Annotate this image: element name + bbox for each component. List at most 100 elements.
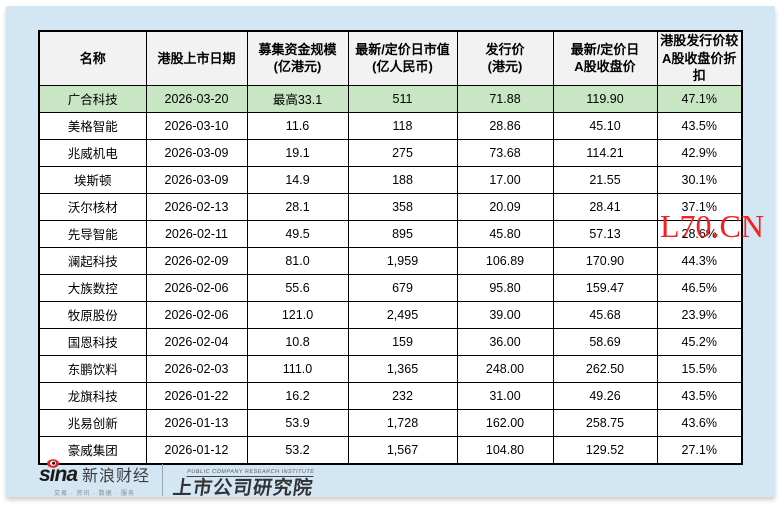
table-cell: 43.6% — [656, 408, 743, 437]
table-cell: 47.1% — [656, 84, 743, 113]
table-cell: 1,728 — [347, 408, 458, 437]
table-cell: 2026-01-13 — [145, 408, 248, 437]
table-cell: 1,567 — [347, 435, 458, 465]
header-cell: 发行价 (港元) — [456, 30, 554, 86]
header-cell: 港股发行价较 A股收盘价折扣 — [656, 30, 743, 86]
table-cell: 81.0 — [246, 246, 349, 275]
table-row: 沃尔核材 2026-02-13 28.1 358 20.09 28.41 37.1% — [38, 192, 743, 221]
table-cell: 28.41 — [552, 192, 658, 221]
table-cell: 258.75 — [552, 408, 658, 437]
header-cell: 募集资金规模 (亿港元) — [246, 30, 349, 86]
table-cell: 42.9% — [656, 138, 743, 167]
header-cell: 名称 — [38, 30, 147, 86]
sina-wordmark: sina — [39, 458, 78, 485]
table-cell: 兆易创新 — [38, 408, 147, 437]
table-cell: 45.68 — [552, 300, 658, 329]
table-cell: 美格智能 — [38, 111, 147, 140]
table-cell: 53.9 — [246, 408, 349, 437]
table-cell: 159.47 — [552, 273, 658, 302]
table-cell: 2026-03-09 — [145, 165, 248, 194]
table-row: 东鹏饮料 2026-02-03 111.0 1,365 248.00 262.50 15.5… — [38, 354, 743, 383]
table-cell: 49.26 — [552, 381, 658, 410]
table-cell: 2026-02-11 — [145, 219, 248, 248]
table-cell: 275 — [347, 138, 458, 167]
table-cell: 14.9 — [246, 165, 349, 194]
table-cell: 2026-03-10 — [145, 111, 248, 140]
header-row: 名称 港股上市日期 募集资金规模 (亿港元) 最新/定价日市值 (亿人民币) 发行价 (港元)… — [38, 30, 743, 86]
table-row: 广合科技 2026-03-20 最高33.1 511 71.88 119.90 47.1% — [38, 84, 743, 113]
table-cell: 10.8 — [246, 327, 349, 356]
table-cell: 11.6 — [246, 111, 349, 140]
table-cell: 111.0 — [246, 354, 349, 383]
table-cell: 129.52 — [552, 435, 658, 465]
table-cell: 119.90 — [552, 84, 658, 113]
table-cell: 358 — [347, 192, 458, 221]
table-cell: 37.1% — [656, 192, 743, 221]
table-row: 兆威机电 2026-03-09 19.1 275 73.68 114.21 42.9% — [38, 138, 743, 167]
table-cell: 31.00 — [456, 381, 554, 410]
table-cell: 27.1% — [656, 435, 743, 465]
table-cell: 17.00 — [456, 165, 554, 194]
institute-name: 上市公司研究院 — [171, 478, 315, 500]
table-cell: 16.2 — [246, 381, 349, 410]
table-cell: 45.80 — [456, 219, 554, 248]
header-cell: 最新/定价日市值 (亿人民币) — [347, 30, 458, 86]
table-cell: 118 — [347, 111, 458, 140]
table-cell: 30.1% — [656, 165, 743, 194]
table-cell: 114.21 — [552, 138, 658, 167]
footer-logos: sina 新浪财经 交易 · 资讯 · 数据 · 服务 PUBLIC COMPA… — [39, 458, 315, 501]
table-cell: 511 — [347, 84, 458, 113]
sina-brand-text: 新浪财经 — [82, 467, 151, 485]
table-cell: 45.10 — [552, 111, 658, 140]
table-cell: 2026-03-20 — [145, 84, 248, 113]
sina-tagline: 交易 · 资讯 · 数据 · 服务 — [54, 490, 136, 497]
table-cell: 28.1 — [246, 192, 349, 221]
table-cell: 36.00 — [456, 327, 554, 356]
table-cell: 43.5% — [656, 111, 743, 140]
table-cell: 188 — [347, 165, 458, 194]
table-cell: 232 — [347, 381, 458, 410]
table-row: 大族数控 2026-02-06 55.6 679 95.80 159.47 46.5% — [38, 273, 743, 302]
sina-eye-icon — [47, 458, 59, 468]
table-cell: 895 — [347, 219, 458, 248]
header-cell: 港股上市日期 — [145, 30, 248, 86]
table-cell: 45.2% — [656, 327, 743, 356]
table-cell: 1,959 — [347, 246, 458, 275]
table-cell: 2026-01-22 — [145, 381, 248, 410]
table-cell: 28.6% — [656, 219, 743, 248]
table-cell: 262.50 — [552, 354, 658, 383]
table-header: 名称 港股上市日期 募集资金规模 (亿港元) 最新/定价日市值 (亿人民币) 发行价 (港元)… — [38, 30, 743, 86]
table-row: 牧原股份 2026-02-06 121.0 2,495 39.00 45.68 23.9% — [38, 300, 743, 329]
table-row: 国恩科技 2026-02-04 10.8 159 36.00 58.69 45.2% — [38, 327, 743, 356]
table-cell: 澜起科技 — [38, 246, 147, 275]
table-cell: 71.88 — [456, 84, 554, 113]
table-cell: 2,495 — [347, 300, 458, 329]
table-cell: 55.6 — [246, 273, 349, 302]
table-cell: 58.69 — [552, 327, 658, 356]
content-panel: 名称 港股上市日期 募集资金规模 (亿港元) 最新/定价日市值 (亿人民币) 发行价 (港元)… — [6, 6, 775, 499]
table-cell: 2026-02-03 — [145, 354, 248, 383]
table-cell: 最高33.1 — [246, 84, 349, 113]
table-row: 龙旗科技 2026-01-22 16.2 232 31.00 49.26 43.5% — [38, 381, 743, 410]
table-cell: 2026-02-06 — [145, 273, 248, 302]
table-row: 澜起科技 2026-02-09 81.0 1,959 106.89 170.90 44.3% — [38, 246, 743, 275]
table-cell: 106.89 — [456, 246, 554, 275]
table-cell: 23.9% — [656, 300, 743, 329]
table-cell: 159 — [347, 327, 458, 356]
table-cell: 19.1 — [246, 138, 349, 167]
table-cell: 沃尔核材 — [38, 192, 147, 221]
table-cell: 1,365 — [347, 354, 458, 383]
table-row: 埃斯顿 2026-03-09 14.9 188 17.00 21.55 30.1% — [38, 165, 743, 194]
table-row: 豪威集团 2026-01-12 53.2 1,567 104.80 129.52 27.1% — [38, 435, 743, 465]
table-cell: 95.80 — [456, 273, 554, 302]
table-cell: 15.5% — [656, 354, 743, 383]
table-cell: 大族数控 — [38, 273, 147, 302]
table-cell: 162.00 — [456, 408, 554, 437]
table-cell: 牧原股份 — [38, 300, 147, 329]
table-cell: 21.55 — [552, 165, 658, 194]
table-row: 先导智能 2026-02-11 49.5 895 45.80 57.13 28.6% — [38, 219, 743, 248]
table-cell: 248.00 — [456, 354, 554, 383]
table-cell: 兆威机电 — [38, 138, 147, 167]
table-cell: 121.0 — [246, 300, 349, 329]
